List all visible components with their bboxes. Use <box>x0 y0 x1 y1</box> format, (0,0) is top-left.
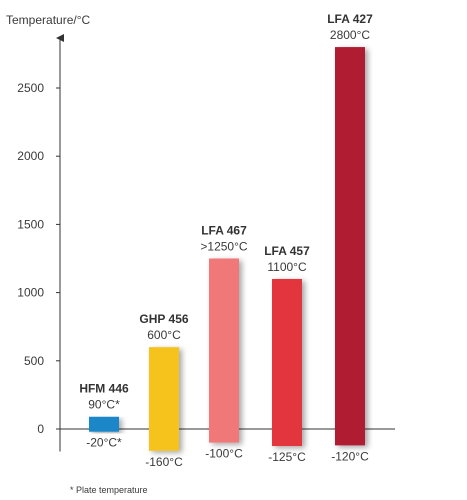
bar-min-label: -160°C <box>145 455 183 469</box>
bar-max-label: 90°C* <box>88 398 120 412</box>
y-tick-label: 0 <box>37 422 44 436</box>
footnote: * Plate temperature <box>70 485 148 495</box>
axes: 0 500 1000 1500 2000 2500 <box>17 34 395 452</box>
bar-lfa-427 <box>335 47 365 446</box>
y-tick-label: 2500 <box>17 81 44 95</box>
bar-max-label: 600°C <box>147 328 181 342</box>
bar-min-label: -120°C <box>331 449 369 463</box>
bar-max-label: 1100°C <box>267 260 307 274</box>
y-tick-label: 500 <box>24 354 44 368</box>
labels-group: HFM 446 90°C* -20°C* GHP 456 600°C -160°C LFA … <box>79 12 373 469</box>
y-tick-label: 1500 <box>17 217 44 231</box>
bar-max-label: >1250°C <box>200 240 248 254</box>
y-tick-label: 2000 <box>17 149 44 163</box>
bar-max-label: 2800°C <box>330 28 370 42</box>
bar-name-label: LFA 457 <box>264 244 310 258</box>
bar-name-label: HFM 446 <box>79 382 129 396</box>
bar-name-label: GHP 456 <box>139 312 188 326</box>
bar-name-label: LFA 467 <box>201 224 247 238</box>
bar-ghp-456 <box>149 347 179 451</box>
bar-min-label: -20°C* <box>86 436 122 450</box>
bar-name-label: LFA 427 <box>327 12 373 26</box>
bar-min-label: -100°C <box>205 447 243 461</box>
bar-lfa-467 <box>209 258 239 443</box>
y-tick-label: 1000 <box>17 286 44 300</box>
y-axis-title: Temperature/°C <box>6 13 90 27</box>
bar-lfa-457 <box>272 278 302 447</box>
bar-hfm-446 <box>89 416 119 432</box>
bars-group <box>89 47 365 451</box>
bar-min-label: -125°C <box>268 450 306 464</box>
